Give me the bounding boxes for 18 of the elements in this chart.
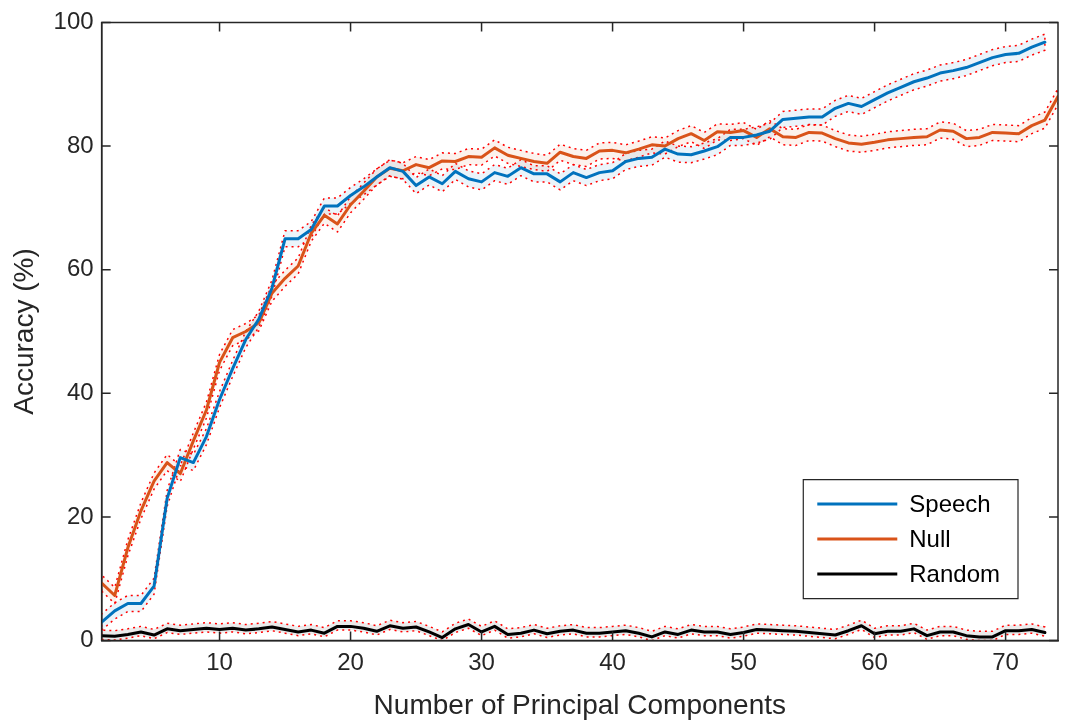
x-tick-label: 30 bbox=[468, 647, 495, 675]
y-tick-label: 20 bbox=[66, 501, 94, 529]
x-tick-label: 20 bbox=[337, 647, 364, 675]
x-tick-label: 10 bbox=[206, 647, 233, 675]
legend-label: Speech bbox=[909, 489, 991, 517]
y-tick-label: 40 bbox=[66, 377, 94, 405]
x-tick-label: 70 bbox=[992, 647, 1019, 675]
x-tick-label: 40 bbox=[599, 647, 626, 675]
y-tick-label: 60 bbox=[66, 254, 94, 282]
x-axis-title: Number of Principal Components bbox=[373, 688, 787, 720]
x-tick-label: 50 bbox=[730, 647, 757, 675]
legend-label: Random bbox=[909, 559, 1000, 587]
y-tick-label: 100 bbox=[53, 7, 94, 35]
y-axis-title: Accuracy (%) bbox=[7, 248, 39, 415]
y-tick-label: 80 bbox=[66, 130, 94, 158]
x-tick-label: 60 bbox=[861, 647, 888, 675]
legend-label: Null bbox=[909, 524, 951, 552]
y-tick-label: 0 bbox=[80, 625, 94, 653]
